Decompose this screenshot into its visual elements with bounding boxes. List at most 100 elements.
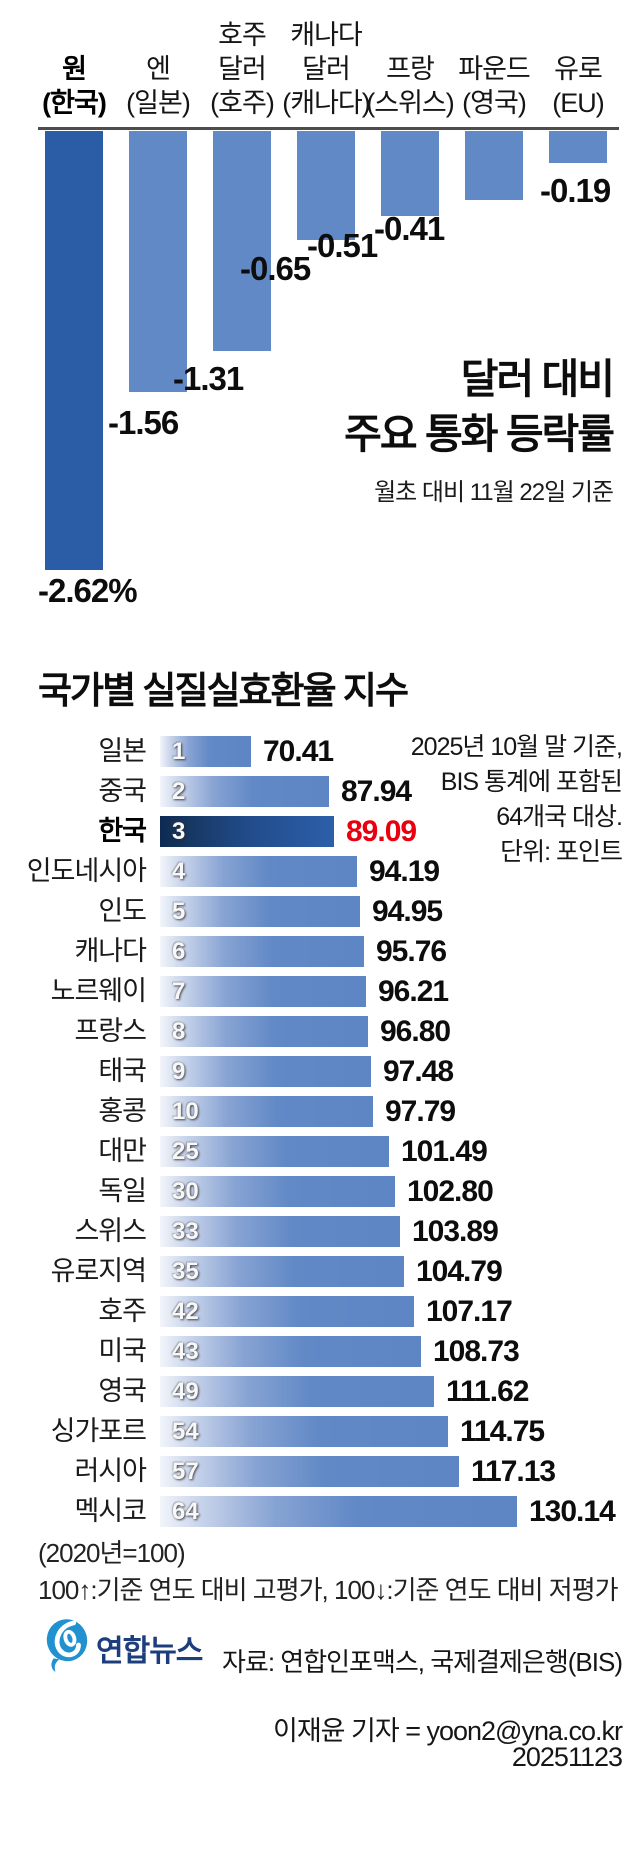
row-value: 70.41: [263, 735, 334, 768]
currency-value: -0.41: [374, 210, 445, 247]
rank-badge: 8: [172, 1018, 186, 1045]
row-bar: 35: [160, 1256, 404, 1287]
rank-badge: 25: [172, 1138, 199, 1165]
currency-label-line: 유로: [554, 54, 603, 84]
currency-label-line: (일본): [126, 88, 191, 118]
currency-label-line: 달러: [218, 54, 267, 84]
rank-badge: 9: [172, 1058, 186, 1085]
currency-label-line: 달러: [302, 54, 351, 84]
row-bar: 43: [160, 1336, 421, 1367]
row-bar: 4: [160, 856, 357, 887]
currency-label-line: 파운드: [458, 54, 531, 84]
currency-label-line: 원: [62, 54, 87, 84]
row-country-label: 캐나다: [74, 936, 147, 966]
row-bar: 54: [160, 1416, 448, 1447]
row-bar: 1: [160, 736, 251, 767]
rank-badge: 42: [172, 1298, 199, 1325]
top-chart-subtitle: 월초 대비 11월 22일 기준: [374, 479, 614, 506]
row-country-label: 대만: [98, 1136, 147, 1166]
row-value: 101.49: [401, 1135, 488, 1168]
rank-badge: 4: [172, 858, 186, 885]
currency-bar: [549, 131, 607, 163]
currency-label: 유로 (EU): [552, 52, 604, 120]
rank-badge: 6: [172, 938, 186, 965]
row-bar: 7: [160, 976, 366, 1007]
row-value: 96.80: [380, 1015, 451, 1048]
currency-label-line: 프랑: [386, 54, 435, 84]
footnote-interpretation: 100↑:기준 연도 대비 고평가, 100↓:기준 연도 대비 저평가: [38, 1575, 619, 1605]
currency-bar: [213, 131, 271, 351]
chart-note-line: BIS 통계에 포함된: [440, 768, 623, 796]
top-chart-title-block: 달러 대비 주요 통화 등락률 월초 대비 11월 22일 기준: [344, 352, 615, 507]
footnote-base-year: (2020년=100): [38, 1538, 186, 1568]
row-country-label: 한국: [98, 816, 147, 846]
row-value: 96.21: [378, 975, 449, 1008]
row-bar: 9: [160, 1056, 371, 1087]
rank-badge: 35: [172, 1258, 199, 1285]
row-bar: 3: [160, 816, 334, 847]
yonhap-logo: 연합뉴스: [44, 1616, 203, 1679]
row-bar: 2: [160, 776, 329, 807]
row-country-label: 독일: [98, 1176, 147, 1206]
rank-badge: 54: [172, 1418, 199, 1445]
rank-badge: 49: [172, 1378, 199, 1405]
row-country-label: 인도네시아: [26, 856, 147, 886]
top-chart-title-line2: 주요 통화 등락률: [344, 411, 615, 457]
rank-badge: 3: [172, 818, 186, 845]
currency-value: -2.62%: [38, 572, 138, 609]
chart-note: 2025년 10월 말 기준, BIS 통계에 포함된 64개국 대상. 단위:…: [411, 730, 623, 870]
row-country-label: 스위스: [74, 1216, 147, 1246]
row-country-label: 멕시코: [74, 1496, 147, 1526]
row-value: 94.19: [369, 855, 440, 888]
currency-bar: [297, 131, 355, 240]
row-value: 117.13: [471, 1455, 556, 1488]
rank-badge: 30: [172, 1178, 199, 1205]
yonhap-logo-icon: [44, 1616, 90, 1679]
row-value: 130.14: [529, 1495, 616, 1528]
currency-label-line: 캐나다: [290, 20, 363, 50]
row-country-label: 호주: [98, 1296, 147, 1326]
row-value: 104.79: [416, 1255, 503, 1288]
row-bar: 10: [160, 1096, 373, 1127]
rank-badge: 5: [172, 898, 186, 925]
row-country-label: 유로지역: [50, 1256, 147, 1286]
row-bar: 42: [160, 1296, 414, 1327]
chart-note-line: 64개국 대상.: [496, 803, 623, 831]
rank-badge: 43: [172, 1338, 199, 1365]
currency-value: -0.19: [540, 172, 611, 209]
currency-value: -0.65: [240, 250, 311, 287]
row-value: 107.17: [426, 1295, 513, 1328]
reporter-credit: 이재윤 기자 = yoon2@yna.co.kr: [273, 1716, 623, 1746]
row-value: 94.95: [372, 895, 443, 928]
row-bar: 64: [160, 1496, 517, 1527]
yonhap-logo-text: 연합뉴스: [96, 1634, 203, 1668]
row-value: 103.89: [412, 1215, 499, 1248]
currency-label-line: (호주): [210, 88, 275, 118]
axis-baseline: [38, 127, 619, 130]
rank-badge: 57: [172, 1458, 199, 1485]
row-country-label: 중국: [98, 776, 147, 806]
chart-note-line: 단위: 포인트: [500, 838, 623, 866]
currency-label-line: (스위스): [366, 88, 455, 118]
currency-label: 호주 달러 (호주): [210, 18, 275, 120]
rank-badge: 1: [172, 738, 186, 765]
row-country-label: 프랑스: [74, 1016, 147, 1046]
currency-value: -1.56: [108, 404, 179, 441]
row-bar: 6: [160, 936, 364, 967]
row-bar: 5: [160, 896, 360, 927]
row-country-label: 싱가포르: [50, 1416, 147, 1446]
row-value: 95.76: [376, 935, 447, 968]
currency-bar: [465, 131, 523, 200]
row-value: 87.94: [341, 775, 412, 808]
currency-label-line: (영국): [462, 88, 527, 118]
currency-label: 파운드 (영국): [458, 52, 531, 120]
rank-badge: 33: [172, 1218, 199, 1245]
row-bar: 8: [160, 1016, 368, 1047]
row-value: 89.09: [346, 815, 417, 848]
row-bar: 33: [160, 1216, 400, 1247]
currency-label: 프랑 (스위스): [366, 52, 455, 120]
currency-label-line: (캐나다): [282, 88, 371, 118]
currency-label: 엔 (일본): [126, 52, 191, 120]
